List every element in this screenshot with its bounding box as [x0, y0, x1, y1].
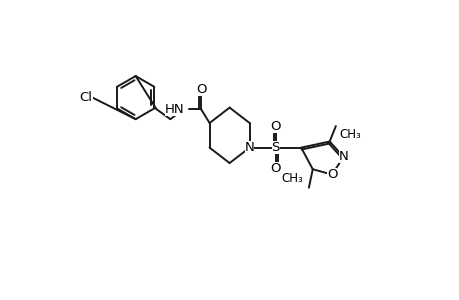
Text: HN: HN [164, 103, 184, 116]
Text: CH₃: CH₃ [339, 128, 361, 141]
Text: CH₃: CH₃ [281, 172, 303, 185]
Text: O: O [270, 162, 280, 175]
Text: O: O [270, 120, 280, 134]
Text: N: N [244, 141, 254, 154]
Text: O: O [196, 83, 206, 96]
Text: N: N [338, 150, 347, 164]
Text: Cl: Cl [79, 91, 92, 104]
Text: O: O [326, 168, 336, 181]
Text: S: S [271, 141, 280, 154]
